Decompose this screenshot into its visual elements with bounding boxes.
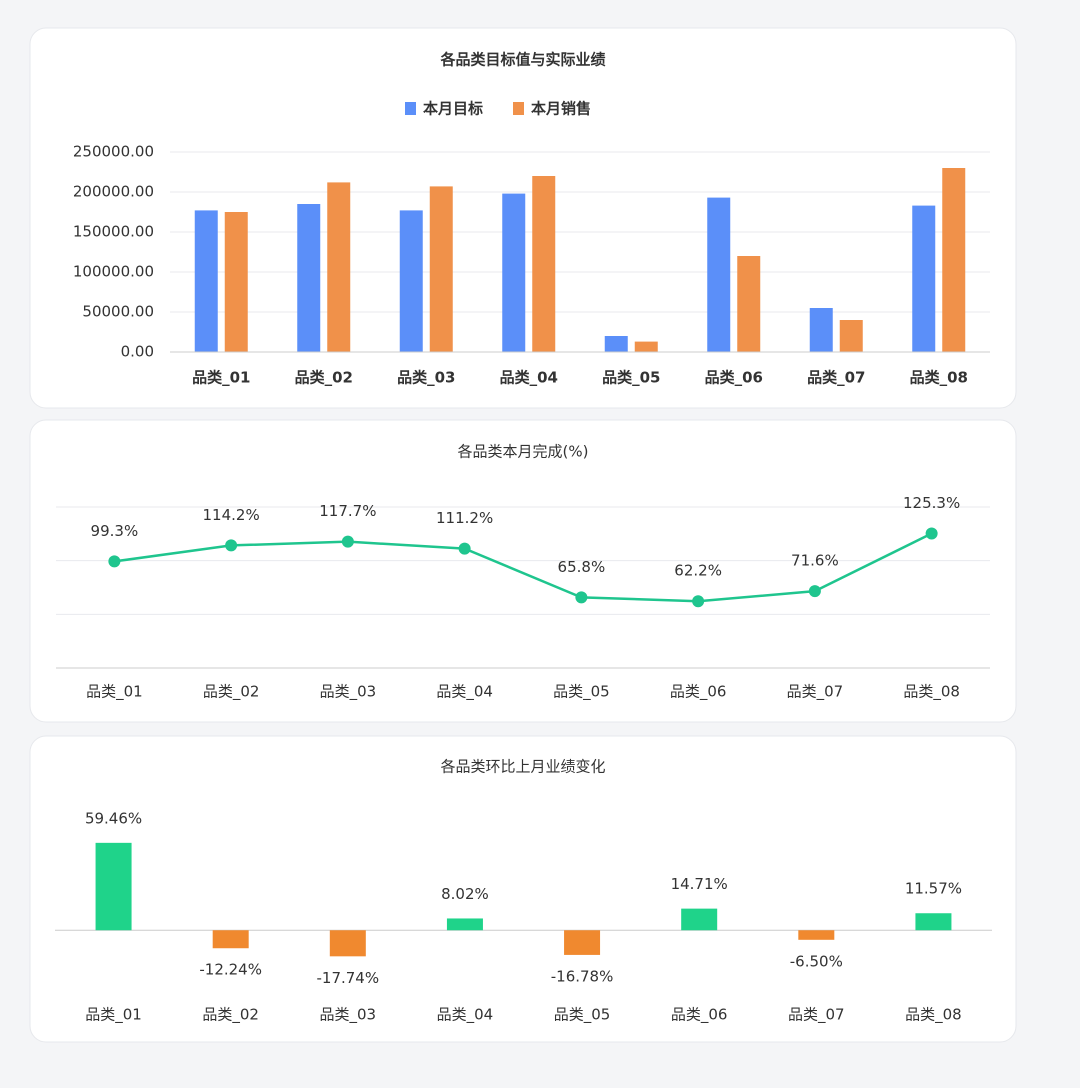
bar	[604, 336, 628, 352]
x-tick-label: 品类_06	[670, 683, 727, 702]
x-tick-label: 品类_05	[554, 1006, 611, 1025]
bar	[737, 256, 761, 352]
bar	[942, 168, 966, 352]
bar	[212, 930, 249, 949]
y-tick-label: 100000.00	[73, 263, 154, 281]
x-tick-label: 品类_08	[910, 369, 968, 387]
x-tick-label: 品类_07	[807, 369, 865, 387]
x-tick-label: 品类_08	[903, 683, 960, 702]
bar	[502, 193, 526, 352]
x-tick-label: 品类_03	[320, 683, 377, 702]
x-tick-label: 品类_03	[397, 369, 455, 387]
bar	[915, 913, 952, 931]
legend-swatch	[405, 102, 416, 115]
y-tick-label: 250000.00	[73, 143, 154, 161]
data-label: 14.71%	[671, 875, 728, 893]
bar	[327, 182, 351, 352]
line	[114, 532, 933, 603]
legend-label: 本月销售	[531, 100, 591, 118]
y-tick-label: 0.00	[121, 343, 154, 361]
panel	[29, 419, 1017, 723]
data-label: 117.7%	[319, 502, 376, 520]
bar	[429, 186, 453, 352]
bar	[224, 212, 248, 352]
x-tick-label: 品类_04	[436, 683, 493, 702]
x-tick-label: 品类_05	[553, 683, 610, 702]
bar	[95, 842, 132, 931]
x-tick-label: 品类_08	[905, 1006, 962, 1025]
point	[808, 585, 821, 598]
data-label: 11.57%	[905, 880, 962, 898]
panel	[29, 735, 1017, 1043]
data-label: 62.2%	[674, 562, 722, 580]
x-tick-label: 品类_02	[202, 1006, 259, 1025]
x-tick-label: 品类_07	[787, 683, 844, 702]
x-tick-label: 品类_01	[192, 369, 250, 387]
bar	[564, 930, 601, 955]
data-label: 59.46%	[85, 809, 142, 827]
x-tick-label: 品类_01	[85, 1006, 142, 1025]
data-label: 99.3%	[91, 522, 139, 540]
data-label: 111.2%	[436, 509, 493, 527]
x-tick-label: 品类_04	[500, 369, 558, 387]
data-label: -17.74%	[317, 969, 380, 987]
point	[575, 591, 588, 604]
data-label: 65.8%	[558, 558, 606, 576]
x-tick-label: 品类_04	[437, 1006, 494, 1025]
bar	[839, 320, 863, 352]
x-tick-label: 品类_07	[788, 1006, 845, 1025]
x-tick-label: 品类_03	[320, 1006, 377, 1025]
bar	[809, 308, 833, 352]
chart-title: 各品类环比上月业绩变化	[440, 758, 605, 776]
y-tick-label: 200000.00	[73, 183, 154, 201]
y-tick-label: 50000.00	[82, 303, 154, 321]
data-label: -6.50%	[790, 952, 843, 970]
x-tick-label: 品类_01	[86, 683, 143, 702]
bar	[634, 341, 658, 352]
x-tick-label: 品类_02	[203, 683, 260, 702]
bar	[399, 210, 423, 352]
chart-title: 各品类目标值与实际业绩	[439, 51, 605, 69]
point	[925, 527, 938, 540]
x-tick-label: 品类_05	[602, 369, 660, 387]
y-tick-label: 150000.00	[73, 223, 154, 241]
data-label: -16.78%	[551, 967, 614, 985]
x-tick-label: 品类_02	[295, 369, 353, 387]
bar	[798, 930, 835, 940]
bar	[297, 204, 321, 352]
chart-title: 各品类本月完成(%)	[458, 443, 589, 461]
point	[108, 555, 121, 568]
point	[692, 595, 705, 608]
bar	[329, 930, 366, 957]
bar	[532, 176, 556, 352]
x-tick-label: 品类_06	[671, 1006, 728, 1025]
legend-swatch	[513, 102, 524, 115]
point	[341, 535, 354, 548]
bar	[707, 197, 731, 352]
legend-label: 本月目标	[423, 100, 483, 118]
data-label: 71.6%	[791, 552, 839, 570]
data-label: 114.2%	[203, 506, 260, 524]
x-tick-label: 品类_06	[705, 369, 763, 387]
data-label: -12.24%	[199, 961, 262, 979]
bar	[912, 205, 936, 352]
point	[225, 539, 238, 552]
bar	[446, 918, 483, 931]
data-label: 125.3%	[903, 494, 960, 512]
bar	[681, 908, 718, 931]
point	[458, 542, 471, 555]
data-label: 8.02%	[441, 885, 489, 903]
bar	[194, 210, 218, 352]
